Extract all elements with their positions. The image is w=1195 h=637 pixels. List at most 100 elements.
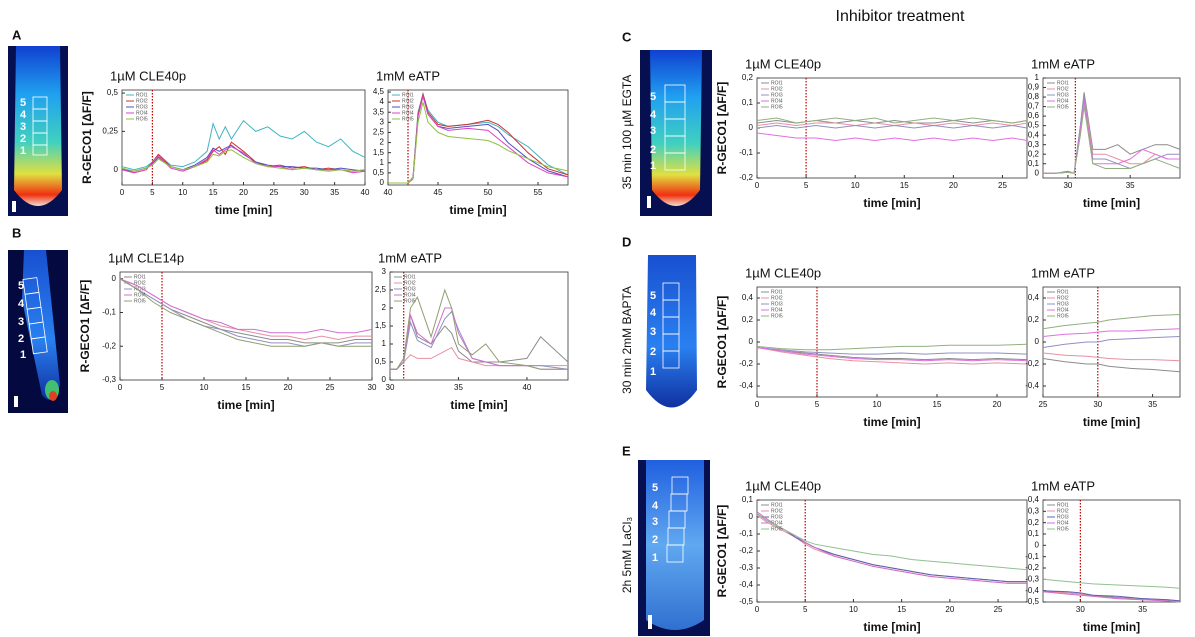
y-tick-label: -0,1 — [1025, 552, 1039, 561]
legend-label: ROI3 — [1057, 514, 1069, 520]
chart-title: 1mM eATP — [1031, 56, 1095, 71]
roi-label: 2 — [20, 133, 26, 145]
x-tick-label: 20 — [284, 383, 293, 392]
x-axis-label: time [min] — [1083, 196, 1140, 210]
data-line — [756, 117, 1028, 124]
legend-label: ROI2 — [771, 508, 783, 514]
y-tick-label: -0,5 — [739, 597, 753, 606]
y-axis-label: R-GECO1 [ΔF/F] — [715, 296, 729, 389]
root-image — [640, 50, 712, 216]
x-tick-label: 10 — [849, 605, 858, 614]
y-tick-label: 0,5 — [375, 357, 387, 366]
y-tick-label: 0,4 — [1028, 495, 1040, 504]
y-tick-label: 0 — [1035, 540, 1040, 549]
y-tick-label: 0,2 — [742, 73, 754, 82]
legend-label: ROI1 — [1057, 80, 1069, 86]
panel-letter: A — [12, 27, 22, 42]
x-tick-label: 10 — [851, 181, 860, 190]
y-tick-label: 0,2 — [1028, 149, 1040, 158]
legend-label: ROI5 — [134, 298, 146, 304]
plot-frame — [119, 271, 373, 381]
panel-letter: D — [622, 234, 631, 249]
legend-label: ROI5 — [1057, 313, 1069, 319]
header: Inhibitor treatment — [836, 8, 966, 25]
x-tick-label: 55 — [534, 188, 543, 197]
data-line — [388, 92, 569, 184]
x-tick-label: 20 — [239, 188, 248, 197]
y-tick-label: 0,6 — [1028, 111, 1040, 120]
y-tick-label: 0 — [112, 274, 117, 283]
data-line — [756, 343, 1028, 351]
x-tick-label: 30 — [368, 383, 377, 392]
x-tick-label: 10 — [178, 188, 187, 197]
legend-label: ROI2 — [1057, 508, 1069, 514]
legend-label: ROI4 — [404, 292, 416, 298]
x-axis-label: time [min] — [1083, 415, 1140, 429]
legend-label: ROI3 — [771, 301, 783, 307]
y-tick-label: 0 — [749, 512, 754, 521]
x-tick-label: 40 — [361, 188, 370, 197]
legend-label: ROI1 — [771, 80, 783, 86]
x-tick-label: 25 — [326, 383, 335, 392]
chart-title: 1mM eATP — [1031, 478, 1095, 493]
y-tick-label: 0,4 — [742, 293, 754, 302]
x-tick-label: 0 — [118, 383, 123, 392]
y-tick-label: 0 — [382, 375, 387, 384]
plot-frame — [1042, 286, 1181, 398]
roi-label: 5 — [18, 280, 24, 292]
data-line — [756, 347, 1028, 362]
y-tick-label: 0,1 — [1028, 159, 1040, 168]
roi-label: 2 — [650, 144, 656, 156]
data-line — [1042, 328, 1181, 337]
legend-label: ROI3 — [771, 514, 783, 520]
chart-title: 1mM eATP — [1031, 265, 1095, 280]
roi-label: 3 — [20, 121, 26, 133]
y-tick-label: -0,2 — [1025, 563, 1039, 572]
panel-letter: C — [622, 29, 632, 44]
treatment-label: 30 min 2mM BAPTA — [620, 286, 634, 394]
y-tick-label: -0,2 — [1025, 359, 1039, 368]
y-tick-label: 0,2 — [1028, 315, 1040, 324]
x-tick-label: 30 — [1093, 400, 1102, 409]
legend-label: ROI5 — [404, 298, 416, 304]
legend-label: ROI2 — [771, 295, 783, 301]
x-tick-label: 20 — [949, 181, 958, 190]
x-tick-label: 40 — [384, 188, 393, 197]
chart-title: 1µM CLE40p — [745, 265, 821, 280]
legend-label: ROI1 — [404, 274, 416, 280]
x-tick-label: 10 — [873, 400, 882, 409]
y-tick-label: 0,5 — [107, 88, 119, 97]
y-tick-label: -0,1 — [102, 308, 116, 317]
legend-label: ROI3 — [136, 104, 148, 110]
legend-label: ROI5 — [402, 116, 414, 122]
data-line — [1042, 591, 1181, 603]
x-tick-label: 0 — [120, 188, 125, 197]
chart-title: 1mM eATP — [376, 68, 440, 83]
y-tick-label: -0,2 — [102, 341, 116, 350]
legend-label: ROI2 — [1057, 295, 1069, 301]
root-image — [640, 255, 702, 417]
legend-label: ROI2 — [402, 98, 414, 104]
legend-label: ROI3 — [402, 104, 414, 110]
data-line — [756, 513, 1028, 571]
legend-label: ROI5 — [771, 104, 783, 110]
x-tick-label: 0 — [755, 181, 760, 190]
legend-label: ROI1 — [1057, 289, 1069, 295]
legend-label: ROI4 — [402, 110, 414, 116]
y-tick-label: 2,5 — [373, 128, 385, 137]
roi-label: 4 — [20, 109, 27, 121]
y-tick-label: 0,1 — [742, 98, 754, 107]
data-line — [1042, 336, 1181, 348]
y-tick-label: 2 — [380, 138, 385, 147]
x-tick-label: 25 — [994, 605, 1003, 614]
root-image — [8, 250, 68, 413]
treatment-label: 2h 5mM LaCl₃ — [620, 517, 634, 593]
y-tick-label: 0,1 — [1028, 529, 1040, 538]
legend-label: ROI4 — [771, 520, 783, 526]
legend-label: ROI3 — [134, 286, 146, 292]
legend-label: ROI2 — [136, 98, 148, 104]
y-tick-label: 2,5 — [375, 285, 387, 294]
legend-label: ROI1 — [1057, 502, 1069, 508]
legend-label: ROI1 — [402, 92, 414, 98]
x-tick-label: 50 — [484, 188, 493, 197]
